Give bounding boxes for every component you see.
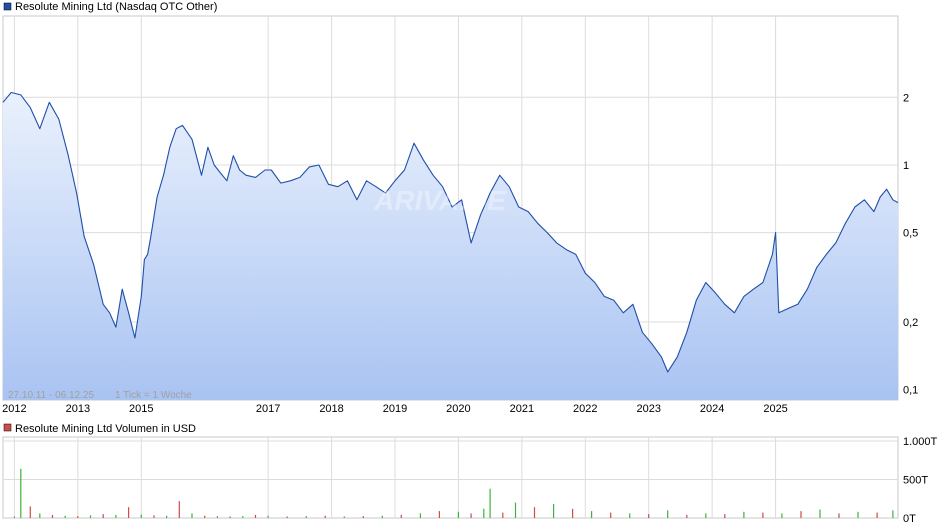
volume-bar (533, 507, 536, 518)
volume-bar (102, 514, 104, 518)
volume-bar (743, 511, 745, 518)
volume-bar (838, 513, 840, 518)
x-tick-label: 2019 (383, 403, 407, 415)
volume-bar (781, 513, 783, 518)
volume-bar (242, 516, 244, 518)
price-legend-label: Resolute Mining Ltd (Nasdaq OTC Other) (15, 1, 217, 13)
volume-bar (254, 514, 257, 518)
volume-bar (591, 511, 593, 518)
volume-bar (419, 513, 421, 518)
volume-bar (876, 512, 878, 518)
price-x-axis: 2012 2013 2015 2017 2018 2019 2020 2021 2022 2023… (2, 403, 788, 415)
volume-bar (470, 513, 472, 518)
volume-legend-label: Resolute Mining Ltd Volumen in USD (15, 423, 196, 435)
price-legend-swatch (3, 2, 12, 11)
volume-bar (115, 514, 117, 518)
volume-bar (191, 513, 193, 518)
volume-bar (457, 511, 459, 518)
volume-bar (514, 502, 517, 518)
volume-bar (553, 504, 555, 518)
tick-info-label: 1 Tick = 1 Woche (115, 390, 192, 401)
volume-bar (77, 516, 79, 518)
volume-bar (857, 511, 859, 518)
volume-bar (216, 516, 218, 518)
volume-bar (20, 468, 22, 518)
y-tick-label: 2 (903, 92, 909, 104)
volume-bar (489, 488, 491, 518)
volume-bar (483, 508, 485, 518)
volume-bar (438, 511, 440, 518)
volume-bar (381, 515, 383, 518)
date-range-label: 27.10.11 - 06.12.25 (8, 390, 94, 401)
x-tick-label: 2015 (129, 403, 153, 415)
volume-bar (29, 506, 31, 518)
x-tick-label: 2023 (636, 403, 660, 415)
volume-bar (362, 516, 364, 518)
volume-bar (819, 509, 821, 518)
volume-bar (89, 515, 92, 518)
price-y-axis: 2 1 0,5 0,2 0,1 (903, 92, 918, 396)
volume-y-tick-label: 500T (903, 475, 928, 487)
volume-bar (305, 516, 307, 518)
volume-bar (324, 515, 326, 518)
volume-bar (39, 513, 41, 518)
volume-bar (724, 514, 726, 518)
volume-y-tick-label: 1.000T (903, 436, 938, 448)
volume-bar (686, 514, 688, 518)
volume-bar (502, 512, 504, 518)
volume-bar (229, 516, 231, 518)
x-tick-label: 2021 (510, 403, 534, 415)
y-tick-label: 1 (903, 160, 909, 172)
chart-watermark: ARIVA.DE (373, 185, 507, 216)
volume-bar (762, 512, 764, 518)
volume-bar (128, 507, 130, 518)
volume-bar (204, 515, 206, 518)
volume-bar (51, 514, 54, 518)
y-tick-label: 0,2 (903, 317, 918, 329)
volume-y-tick-label: 0T (903, 513, 916, 525)
price-series-line (2, 91, 899, 373)
x-tick-label: 2022 (573, 403, 597, 415)
volume-bar (667, 510, 669, 518)
volume-legend-swatch (3, 423, 12, 432)
y-tick-label: 0,1 (903, 385, 918, 397)
x-tick-label: 2024 (700, 403, 724, 415)
volume-bar (572, 508, 574, 518)
x-tick-label: 2012 (2, 403, 26, 415)
x-tick-label: 2017 (256, 403, 280, 415)
volume-bar (343, 516, 345, 518)
volume-bar (267, 515, 269, 518)
volume-panel: Resolute Mining Ltd Volumen in USD 1.000… (2, 423, 938, 525)
volume-bar (892, 510, 894, 518)
x-tick-label: 2025 (763, 403, 787, 415)
volume-bar (648, 514, 650, 518)
volume-bar (705, 513, 707, 518)
price-panel: Resolute Mining Ltd (Nasdaq OTC Other) A… (2, 1, 918, 415)
price-area-fill (3, 92, 898, 400)
volume-bar (64, 515, 66, 518)
volume-bar (153, 515, 155, 518)
x-tick-label: 2020 (446, 403, 470, 415)
volume-bar (13, 516, 15, 518)
volume-bar (610, 512, 612, 518)
volume-grid (3, 437, 898, 518)
volume-bar (286, 516, 288, 518)
volume-bar (140, 514, 142, 518)
volume-bar (800, 511, 802, 518)
volume-bar (629, 513, 631, 518)
volume-bars (13, 468, 894, 518)
volume-bar (178, 501, 180, 518)
volume-bar (400, 514, 402, 518)
x-tick-label: 2018 (319, 403, 343, 415)
y-tick-label: 0,5 (903, 228, 918, 240)
volume-y-axis: 1.000T 500T 0T (903, 436, 938, 525)
volume-plot-frame (2, 436, 899, 519)
x-tick-label: 2013 (66, 403, 90, 415)
volume-bar (166, 515, 168, 518)
